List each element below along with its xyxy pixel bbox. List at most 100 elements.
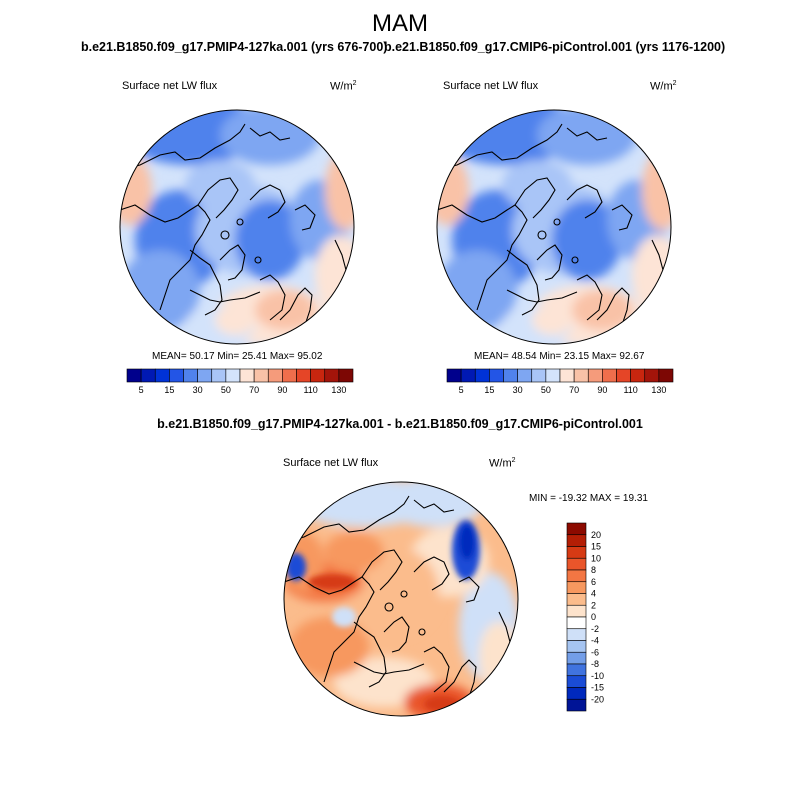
colorbar-box [658, 368, 674, 383]
colorbar-tick-label: 20 [591, 530, 601, 540]
map-left-border [119, 109, 355, 345]
colorbar-box [474, 368, 490, 383]
colorbar-box [296, 368, 311, 383]
colorbar-tick-label: 8 [591, 565, 596, 575]
map-left-field [120, 95, 365, 345]
colorbar-tick-label: 0 [591, 612, 596, 622]
colorbar-box [239, 368, 255, 383]
panel-right-variable: Surface net LW flux [443, 80, 539, 92]
colorbar-tick-label: 130 [331, 385, 346, 395]
colorbar-tick-label: -10 [591, 671, 604, 681]
map-difference-field [284, 477, 519, 720]
colorbar-box [566, 569, 587, 583]
difference-units: W/m2 [489, 457, 516, 470]
colorbar-box [566, 534, 587, 547]
colorbar-tick-label: -4 [591, 636, 599, 646]
colorbar-tick-label: 110 [303, 385, 317, 395]
colorbar-box [566, 546, 587, 559]
colorbar-tick-label: 70 [249, 385, 259, 395]
colorbar-box [566, 675, 587, 688]
colorbar-tick-label: 50 [221, 385, 231, 395]
colorbar-tick-label: 15 [591, 542, 601, 552]
colorbar-tick-label: -20 [591, 694, 604, 704]
colorbar-box [566, 581, 587, 594]
colorbar-tick-label: 15 [484, 385, 494, 395]
map-right-border [436, 109, 672, 345]
colorbar-box [253, 368, 269, 383]
colorbar-box [545, 368, 561, 383]
colorbar-tick-label: 130 [651, 385, 666, 395]
colorbar-box [566, 522, 587, 536]
colorbar-box [566, 593, 587, 606]
colorbar-box [566, 604, 587, 618]
map-right-field [437, 95, 682, 345]
colorbar-box [531, 368, 547, 383]
colorbar-tick-label: 5 [459, 385, 464, 395]
colorbar-box [566, 557, 587, 571]
colorbar-box [324, 368, 340, 383]
colorbar-box [517, 368, 533, 383]
colorbar-left: 5 15 30 50 70 90 110 130 [126, 368, 354, 395]
colorbar-box [566, 663, 587, 677]
colorbar-box [566, 640, 587, 653]
colorbar-tick-label: 10 [591, 553, 601, 563]
colorbar-tick-label: -15 [591, 683, 604, 693]
colorbar-box [267, 368, 283, 383]
colorbar-box [602, 368, 617, 383]
colorbar-tick-label: 6 [591, 577, 596, 587]
colorbar-box [566, 616, 587, 630]
colorbar-box [630, 368, 646, 383]
colorbar-box [503, 368, 518, 383]
panel-left-stats: MEAN= 50.17 Min= 25.41 Max= 95.02 [152, 351, 323, 362]
colorbar-box [126, 368, 142, 383]
panel-left-variable: Surface net LW flux [122, 80, 218, 92]
colorbar-box [644, 368, 660, 383]
colorbar-tick-label: 15 [164, 385, 174, 395]
colorbar-box [566, 698, 587, 712]
panel-right-title: b.e21.B1850.f09_g17.CMIP6-piControl.001 … [384, 40, 726, 54]
colorbar-tick-label: 2 [591, 600, 596, 610]
colorbar-box [616, 368, 631, 383]
panel-right-units: W/m2 [650, 80, 677, 93]
panel-right-stats: MEAN= 48.54 Min= 23.15 Max= 92.67 [474, 351, 645, 362]
difference-title: b.e21.B1850.f09_g17.PMIP4-127ka.001 - b.… [157, 417, 643, 431]
colorbar-tick-label: -8 [591, 659, 599, 669]
colorbar-tick-label: 5 [139, 385, 144, 395]
colorbar-box [587, 368, 603, 383]
colorbar-box [566, 628, 587, 641]
colorbar-box [446, 368, 462, 383]
colorbar-tick-label: 50 [541, 385, 551, 395]
colorbar-box [140, 368, 156, 383]
colorbar-tick-label: 30 [193, 385, 203, 395]
colorbar-box [169, 368, 184, 383]
colorbar-tick-label: 90 [277, 385, 287, 395]
colorbar-tick-label: -6 [591, 647, 599, 657]
colorbar-tick-label: 30 [513, 385, 523, 395]
colorbar-box [154, 368, 170, 383]
season-title: MAM [372, 10, 428, 37]
difference-variable: Surface net LW flux [283, 457, 379, 469]
colorbar-box [559, 368, 575, 383]
colorbar-tick-label: -2 [591, 624, 599, 634]
colorbar-tick-label: 70 [569, 385, 579, 395]
colorbar-box [211, 368, 227, 383]
colorbar-box [197, 368, 213, 383]
colorbar-box [566, 651, 587, 665]
colorbar-right: 5 15 30 50 70 90 110 130 [446, 368, 674, 395]
colorbar-box [566, 687, 587, 700]
colorbar-box [225, 368, 241, 383]
difference-stats: MIN = -19.32 MAX = 19.31 [529, 493, 648, 504]
colorbar-tick-label: 4 [591, 589, 596, 599]
colorbar-box [460, 368, 476, 383]
panel-left-units: W/m2 [330, 80, 357, 93]
colorbar-box [573, 368, 589, 383]
colorbar-tick-label: 90 [597, 385, 607, 395]
colorbar-box [338, 368, 354, 383]
colorbar-box [310, 368, 326, 383]
map-difference-border [283, 481, 519, 717]
colorbar-box [183, 368, 198, 383]
colorbar-box [489, 368, 504, 383]
colorbar-box [282, 368, 297, 383]
